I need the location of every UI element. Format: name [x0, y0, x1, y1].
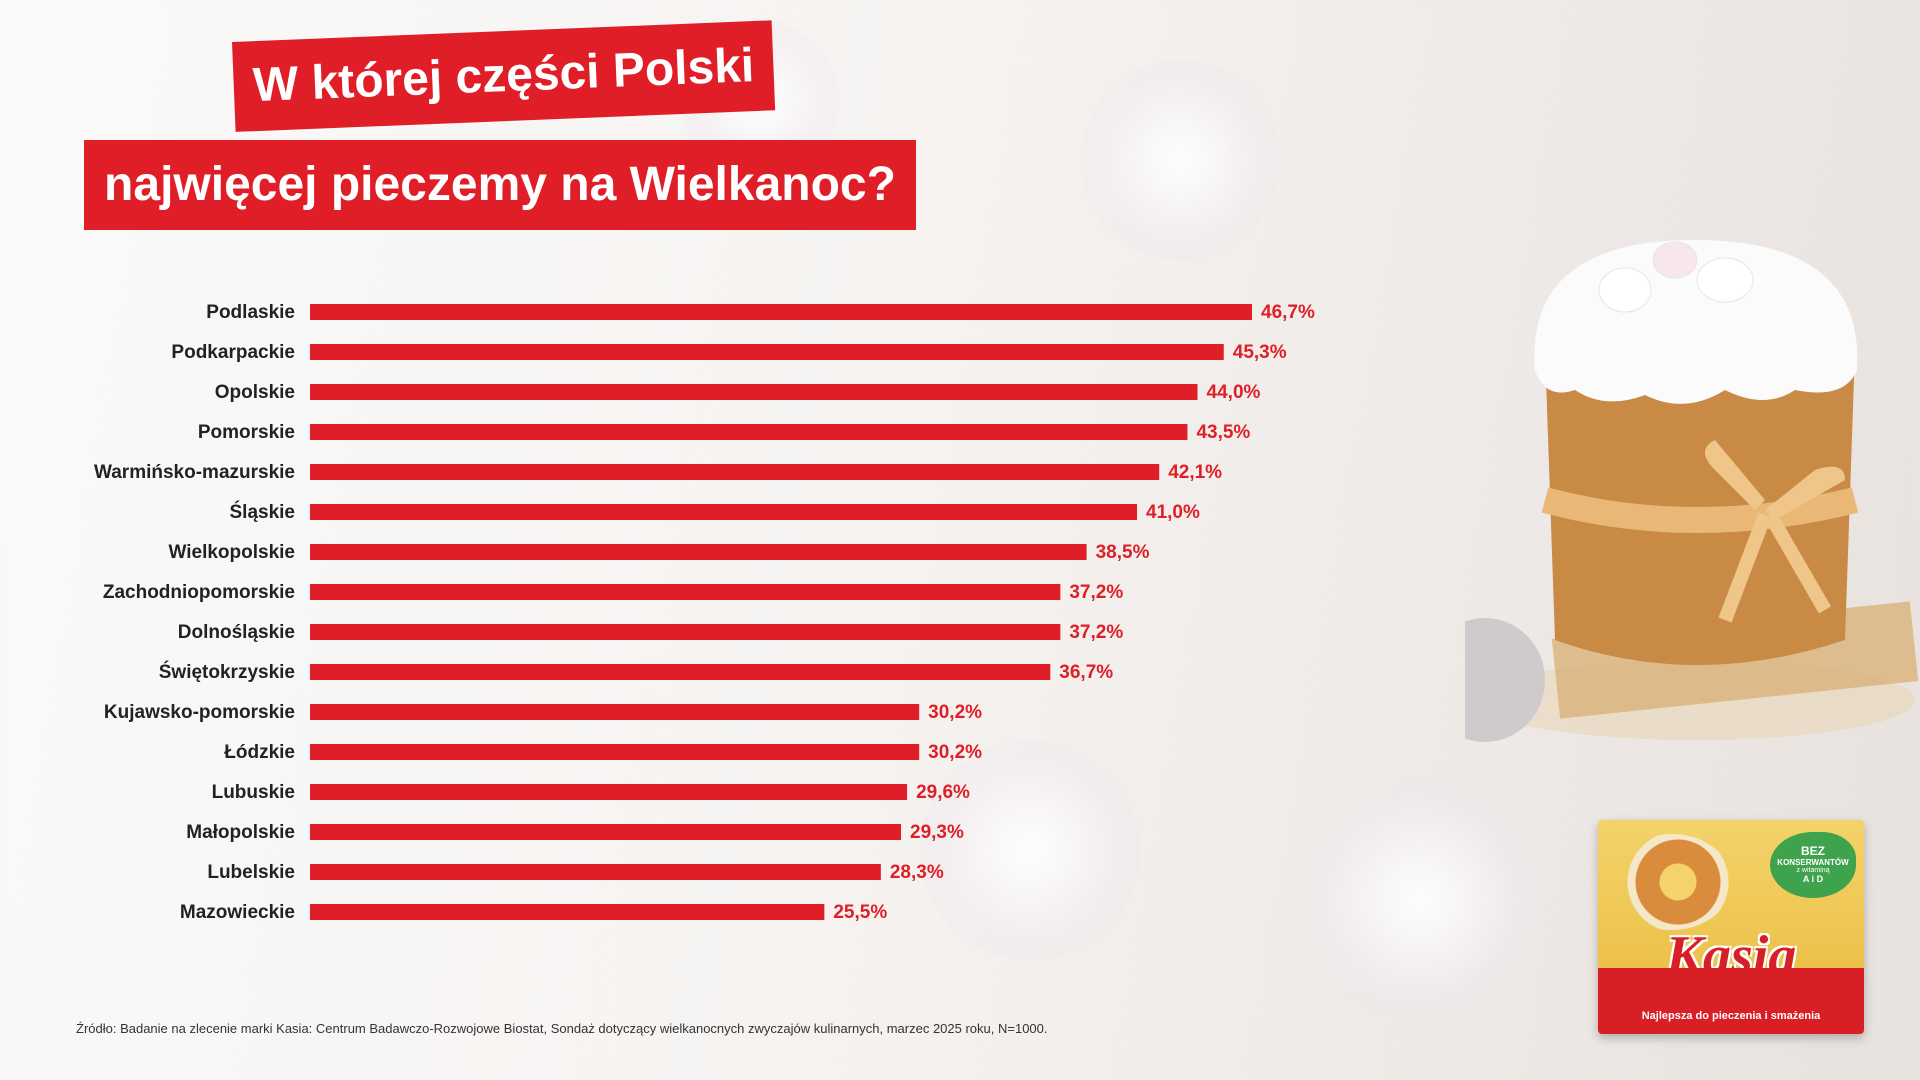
easter-cake-illustration [1465, 240, 1919, 742]
bar [310, 864, 881, 880]
value-label: 36,7% [1059, 662, 1113, 683]
badge-line-2: KONSERWANTÓW [1777, 858, 1849, 867]
product-pack: BEZ KONSERWANTÓW z witaminą A i D Kasia … [1598, 820, 1864, 1034]
category-label: Lubuskie [212, 782, 295, 803]
category-label: Opolskie [215, 382, 295, 403]
value-label: 41,0% [1146, 502, 1200, 523]
product-tagline: Najlepsza do pieczenia i smażenia [1641, 1010, 1821, 1022]
badge-line-3: z witaminą [1796, 867, 1830, 874]
bar [310, 704, 920, 720]
value-label: 46,7% [1261, 302, 1315, 323]
category-label: Śląskie [230, 501, 296, 523]
value-label: 29,6% [916, 782, 970, 803]
bar [310, 824, 902, 840]
category-label: Wielkopolskie [168, 542, 295, 563]
bar [310, 584, 1061, 600]
background-blossom [920, 740, 1140, 960]
category-label: Podkarpackie [171, 342, 295, 363]
value-label: 30,2% [928, 742, 982, 763]
bar [310, 904, 825, 920]
value-label: 25,5% [833, 902, 887, 923]
badge-line-4: A i D [1802, 874, 1824, 884]
value-label: 44,0% [1207, 382, 1261, 403]
bar [310, 304, 1252, 320]
bar [310, 384, 1198, 400]
bar [310, 744, 920, 760]
value-label: 38,5% [1096, 542, 1150, 563]
background-blossom [1300, 780, 1540, 1020]
background-blossom [1080, 60, 1280, 260]
category-label: Pomorskie [198, 422, 295, 443]
category-label: Warmińsko-mazurskie [94, 462, 295, 483]
category-label: Małopolskie [186, 822, 295, 843]
value-label: 30,2% [928, 702, 982, 723]
bar [310, 424, 1188, 440]
bar [310, 624, 1061, 640]
category-label: Podlaskie [206, 302, 295, 323]
value-label: 28,3% [890, 862, 944, 883]
no-preservatives-badge: BEZ KONSERWANTÓW z witaminą A i D [1770, 832, 1856, 898]
value-label: 29,3% [910, 822, 964, 843]
category-label: Mazowieckie [180, 902, 295, 923]
bar [310, 784, 908, 800]
source-footnote: Źródło: Badanie na zlecenie marki Kasia:… [76, 1021, 1048, 1036]
category-label: Świętokrzyskie [159, 661, 295, 683]
chart-title-line-2: najwięcej pieczemy na Wielkanoc? [84, 140, 916, 230]
value-label: 43,5% [1196, 422, 1250, 443]
pack-cake-image [1612, 834, 1732, 930]
value-label: 42,1% [1168, 462, 1222, 483]
bar [310, 504, 1138, 520]
bar [310, 344, 1224, 360]
value-label: 37,2% [1069, 622, 1123, 643]
bar [310, 544, 1087, 560]
bar [310, 664, 1051, 680]
bar [310, 464, 1160, 480]
value-label: 45,3% [1233, 342, 1287, 363]
value-label: 37,2% [1069, 582, 1123, 603]
category-label: Łódzkie [224, 742, 295, 763]
category-label: Dolnośląskie [178, 622, 295, 643]
pack-bottom-band [1598, 968, 1864, 1034]
category-label: Kujawsko-pomorskie [104, 702, 295, 723]
category-label: Lubelskie [207, 862, 295, 883]
badge-line-1: BEZ [1801, 844, 1825, 858]
category-label: Zachodniopomorskie [103, 582, 295, 603]
